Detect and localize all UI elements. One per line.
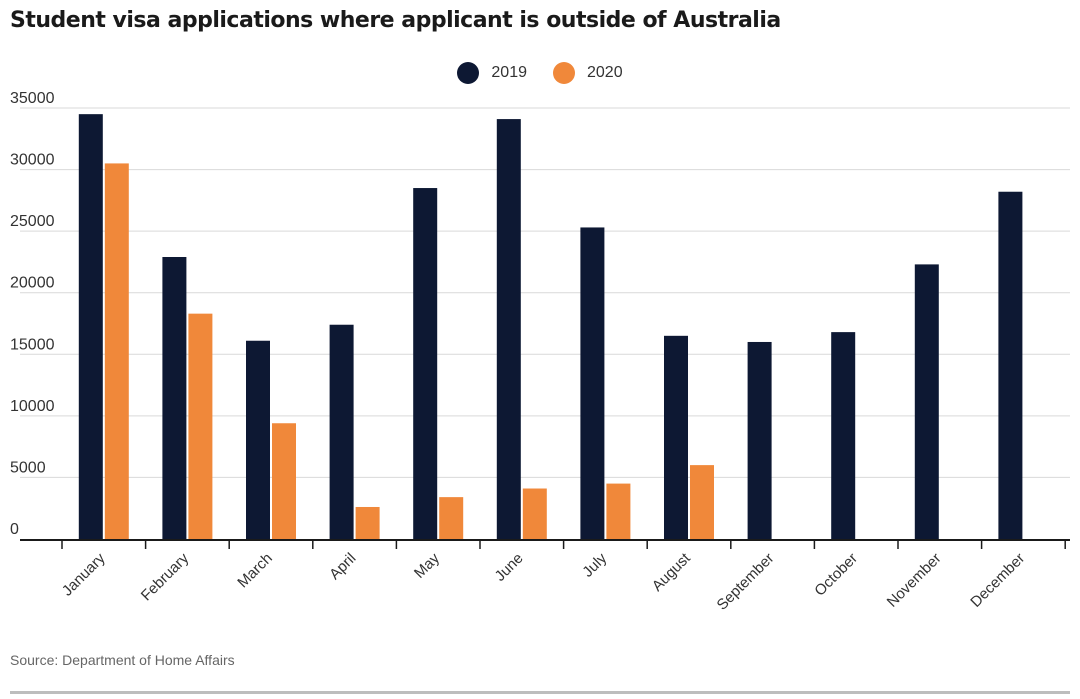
legend: 2019 2020	[0, 60, 1080, 86]
y-tick-label: 10000	[10, 398, 55, 415]
bar-2020-july	[606, 483, 631, 539]
bar-2019-october	[831, 332, 856, 539]
x-tick-label: December	[967, 550, 1028, 611]
bar-2020-march	[272, 423, 296, 539]
y-tick-label: 5000	[10, 459, 46, 476]
bottom-divider	[10, 691, 1070, 694]
x-tick-label: February	[138, 549, 193, 604]
legend-item-2020[interactable]: 2020	[553, 62, 623, 84]
bar-2019-january	[78, 114, 103, 540]
bar-2019-august	[664, 335, 688, 539]
x-tick-label: September	[714, 550, 778, 614]
y-tick-label: 15000	[10, 336, 55, 353]
bar-2019-april	[329, 324, 354, 539]
y-tick-label: 35000	[10, 90, 55, 107]
bar-2019-july	[580, 227, 605, 539]
chart-title: Student visa applications where applican…	[10, 8, 781, 33]
bar-chart: 0 5000 10000 15000 20000 25000 30000 35000 Janua…	[10, 90, 1070, 614]
y-tick-label: 0	[10, 521, 19, 538]
legend-item-2019[interactable]: 2019	[457, 62, 527, 84]
source-note: Source: Department of Home Affairs	[10, 652, 235, 668]
bar-2020-february	[188, 313, 213, 539]
bar-2019-november	[914, 264, 939, 539]
bar-2020-june	[522, 488, 547, 539]
legend-label-2019: 2019	[491, 64, 527, 81]
x-tick-label: July	[579, 549, 610, 580]
x-tick-label: January	[59, 549, 109, 599]
y-tick-label: 25000	[10, 213, 55, 230]
x-tick-label: June	[492, 550, 527, 585]
bar-2019-may	[413, 188, 438, 540]
bar-2020-may	[439, 497, 464, 539]
x-tick-label: November	[884, 550, 945, 611]
bar-2019-december	[998, 191, 1023, 540]
bar-2019-february	[162, 257, 187, 539]
bar-2019-september	[747, 341, 772, 539]
x-tick-label: April	[326, 550, 359, 583]
y-tick-label: 30000	[10, 152, 55, 169]
x-tick-label: May	[411, 549, 443, 581]
x-tick-label: October	[811, 550, 861, 600]
bar-2020-august	[690, 465, 714, 539]
bar-2019-march	[246, 340, 270, 539]
x-tick-label: August	[649, 549, 695, 595]
bar-2020-april	[355, 506, 380, 539]
bar-2019-june	[496, 119, 521, 539]
legend-swatch-2019	[457, 62, 480, 84]
bar-2020-january	[104, 163, 129, 539]
y-tick-label: 20000	[10, 275, 55, 292]
x-tick-label: March	[234, 550, 275, 591]
legend-label-2020: 2020	[587, 64, 623, 81]
legend-swatch-2020	[553, 62, 575, 84]
